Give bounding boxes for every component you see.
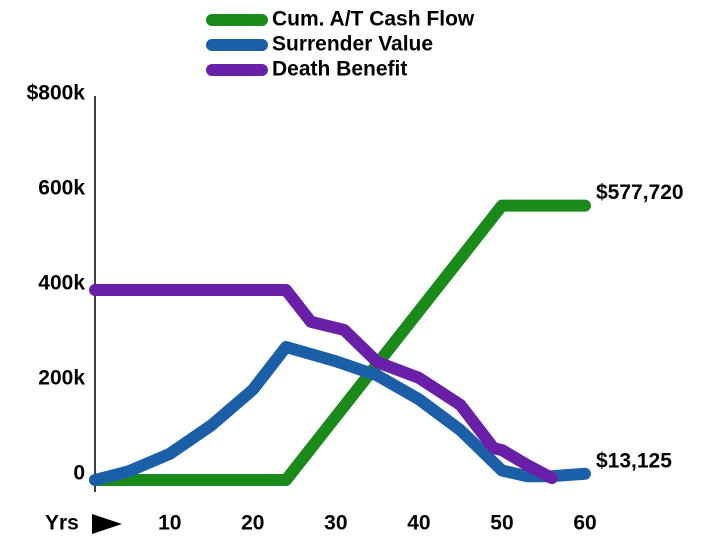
x-tick-label: 60 [573, 512, 596, 535]
series-line [89, 341, 591, 486]
legend-label: Death Benefit [272, 58, 407, 81]
x-tick-label: 40 [407, 512, 430, 535]
x-tick-label: 20 [241, 512, 264, 535]
legend-label: Surrender Value [272, 33, 433, 56]
end-value-label: $577,720 [596, 181, 684, 204]
legend-label: Cum. A/T Cash Flow [272, 8, 475, 31]
series-line [89, 199, 591, 486]
x-axis-arrow [92, 514, 122, 534]
x-tick-label: 50 [490, 512, 513, 535]
x-tick-label: 30 [324, 512, 347, 535]
series-line [89, 284, 558, 485]
y-tick-label: 600k [38, 177, 85, 200]
end-value-label: $13,125 [596, 449, 672, 472]
y-tick-label: 0 [73, 462, 85, 485]
y-tick-label: 200k [38, 367, 85, 390]
y-tick-label: 400k [38, 272, 85, 295]
x-tick-label: 10 [158, 512, 181, 535]
x-axis-label: Yrs [45, 512, 79, 535]
y-tick-label: $800k [27, 82, 86, 105]
